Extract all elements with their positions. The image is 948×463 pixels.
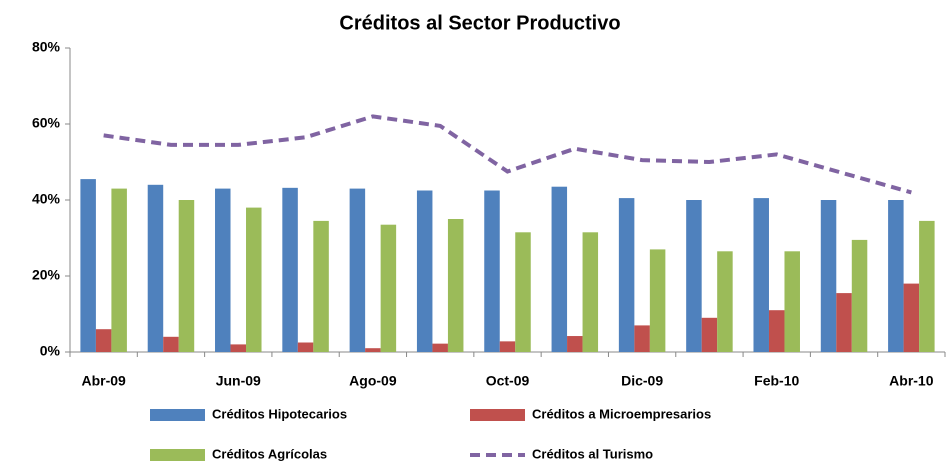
y-tick-label: 20% <box>32 267 61 283</box>
legend: Créditos Hipotecarios Créditos a Microemp… <box>150 406 711 461</box>
bar <box>701 317 718 352</box>
x-tick-label: Oct-09 <box>486 373 530 389</box>
bar <box>836 293 852 352</box>
bar <box>380 224 397 352</box>
chart-title: Créditos al Sector Productivo <box>339 12 620 34</box>
bar <box>313 220 329 352</box>
bar <box>717 251 733 352</box>
x-tick-label: Abr-09 <box>81 373 126 389</box>
bar <box>582 232 599 352</box>
bar <box>297 342 314 352</box>
y-tick-label: 60% <box>32 115 61 131</box>
y-tick-label: 0% <box>40 343 61 359</box>
x-tick-label: Ago-09 <box>349 373 397 389</box>
bar <box>499 341 516 352</box>
bar <box>230 344 247 352</box>
legend-label: Créditos Agrícolas <box>212 446 327 461</box>
bar <box>432 343 448 352</box>
bar <box>365 348 381 352</box>
bar <box>686 200 702 352</box>
bar <box>851 239 868 352</box>
bar <box>820 200 837 352</box>
bar <box>618 198 635 352</box>
bar <box>80 179 96 352</box>
y-tick-label: 80% <box>32 39 61 55</box>
bar <box>753 198 769 352</box>
bar <box>178 200 195 352</box>
legend-swatch <box>470 409 525 421</box>
legend-label: Créditos a Microempresarios <box>532 406 711 421</box>
bar <box>416 190 433 352</box>
legend-label: Créditos al Turismo <box>532 446 653 461</box>
bar <box>649 249 666 352</box>
bar <box>768 310 785 352</box>
legend-swatch <box>150 449 205 461</box>
bar <box>551 186 568 352</box>
bar <box>111 188 127 352</box>
y-tick-label: 40% <box>32 191 61 207</box>
bar <box>246 207 262 352</box>
bar <box>447 219 464 352</box>
x-tick-label: Feb-10 <box>754 373 799 389</box>
bar <box>282 187 298 352</box>
bar <box>95 329 112 352</box>
legend-label: Créditos Hipotecarios <box>212 406 347 421</box>
bar <box>163 336 179 352</box>
x-tick-label: Dic-09 <box>621 373 663 389</box>
legend-swatch <box>150 409 205 421</box>
bar <box>784 251 800 352</box>
bar <box>484 190 500 352</box>
x-tick-label: Jun-09 <box>216 373 261 389</box>
bar <box>903 283 920 352</box>
bar <box>919 220 935 352</box>
bar <box>147 184 164 352</box>
x-tick-label: Abr-10 <box>889 373 934 389</box>
bar <box>349 188 366 352</box>
line-series <box>103 114 912 195</box>
bar <box>215 188 231 352</box>
bar <box>515 232 531 352</box>
bar <box>634 325 650 352</box>
bar <box>567 336 583 352</box>
bar <box>888 200 904 352</box>
